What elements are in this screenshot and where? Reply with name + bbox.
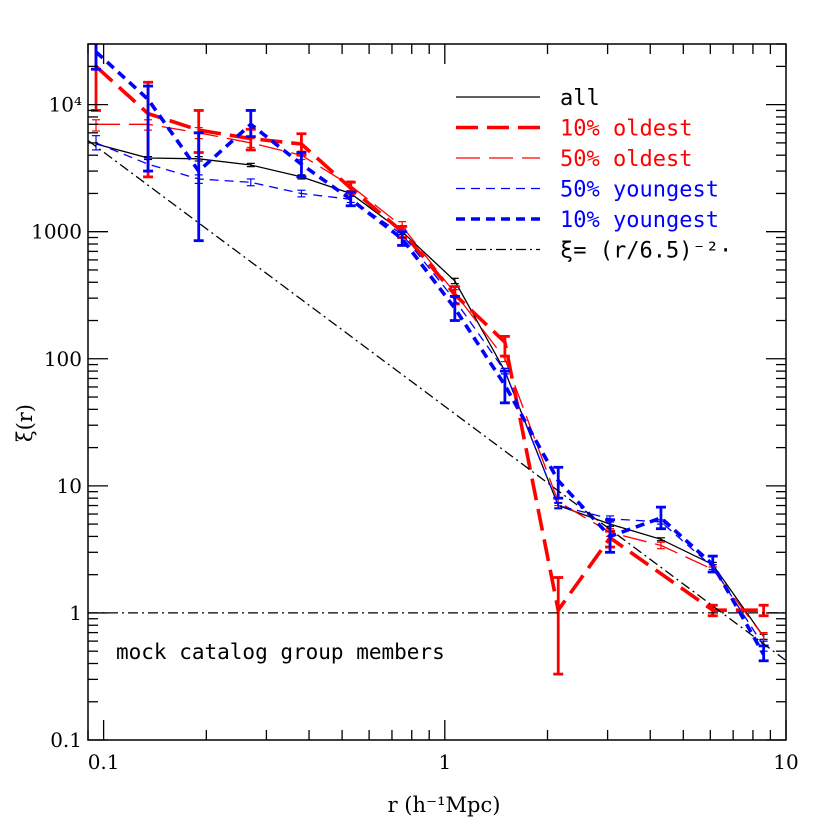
error-bar-all-0-3 bbox=[246, 162, 255, 168]
series-line-all-0 bbox=[95, 143, 765, 638]
axes: 0.1 1 10 0.1 1 10 100 1000 10⁴ bbox=[31, 43, 799, 774]
error-bar-10-oldest-1-11 bbox=[707, 603, 718, 618]
legend-label: 50% youngest bbox=[560, 178, 719, 203]
legend-label: 10% oldest bbox=[560, 117, 692, 142]
error-bar-10-oldest-1-12 bbox=[758, 603, 769, 618]
legend-item-all: all bbox=[456, 86, 600, 111]
plot-frame bbox=[87, 43, 787, 741]
legend-label: ξ= (r/6.5)⁻²· bbox=[560, 239, 732, 264]
error-bar-all-0-11 bbox=[656, 537, 665, 542]
error-bar-10-youngest-4-12 bbox=[707, 554, 718, 574]
y-tick-label: 0.1 bbox=[50, 728, 82, 752]
error-bar-10-youngest-4-9 bbox=[553, 465, 564, 500]
error-bar-50-oldest-2-0 bbox=[92, 119, 101, 132]
legend-item-r-6-5: ξ= (r/6.5)⁻²· bbox=[456, 239, 732, 264]
legend-item-10-youngest: 10% youngest bbox=[456, 208, 719, 233]
legend-label: 50% oldest bbox=[560, 147, 692, 172]
error-bar-10-youngest-4-11 bbox=[655, 505, 666, 531]
series-line-10-youngest-4 bbox=[94, 50, 766, 656]
error-bar-10-youngest-4-7 bbox=[449, 294, 460, 322]
error-bar-10-youngest-4-10 bbox=[605, 518, 616, 554]
plot-area bbox=[88, 44, 786, 676]
x-tick-label: 0.1 bbox=[88, 750, 120, 774]
legend-item-50-youngest: 50% youngest bbox=[456, 178, 719, 203]
x-tick-label: 1 bbox=[438, 750, 451, 774]
y-tick-label: 10 bbox=[57, 474, 82, 498]
legend-label: 10% youngest bbox=[560, 208, 719, 233]
y-tick-label: 1000 bbox=[31, 220, 82, 244]
error-bar-10-youngest-4-8 bbox=[499, 369, 510, 405]
error-bar-10-youngest-4-6 bbox=[397, 230, 408, 247]
error-bar-10-youngest-4-4 bbox=[296, 151, 307, 179]
error-bar-50-oldest-2-3 bbox=[246, 138, 255, 149]
error-bar-10-youngest-4-1 bbox=[143, 84, 154, 173]
error-bar-50-youngest-3-3 bbox=[246, 178, 255, 187]
error-bar-50-youngest-3-9 bbox=[554, 501, 563, 510]
error-bar-50-youngest-3-4 bbox=[297, 189, 306, 198]
error-bar-10-youngest-4-0 bbox=[91, 44, 102, 71]
series-line-50-oldest-2 bbox=[96, 123, 765, 638]
error-bar-10-youngest-4-3 bbox=[245, 109, 256, 139]
error-bar-50-oldest-2-8 bbox=[500, 355, 509, 363]
legend-item-10-oldest: 10% oldest bbox=[456, 117, 692, 142]
y-tick-label: 10⁴ bbox=[49, 93, 82, 117]
y-axis-title: ξ(r) bbox=[13, 404, 37, 442]
error-bar-10-youngest-4-5 bbox=[345, 190, 356, 208]
series-group bbox=[88, 44, 786, 676]
legend-label: all bbox=[560, 86, 600, 111]
error-bar-all-0-7 bbox=[450, 277, 459, 285]
y-tick-label: 1 bbox=[69, 601, 82, 625]
legend: all 10% oldest 50% oldest 50% youngest 10% y… bbox=[456, 86, 732, 264]
chart-annotation: mock catalog group members bbox=[116, 640, 445, 664]
legend-item-50-oldest: 50% oldest bbox=[456, 147, 692, 172]
error-bar-50-oldest-2-11 bbox=[656, 541, 665, 550]
series-line-r-6-5-5 bbox=[88, 139, 786, 662]
error-bar-10-oldest-1-9 bbox=[553, 576, 564, 676]
y-tick-label: 100 bbox=[44, 347, 82, 371]
error-bar-10-youngest-4-13 bbox=[758, 644, 769, 663]
x-axis-title: r (h⁻¹Mpc) bbox=[388, 793, 501, 817]
x-tick-label: 10 bbox=[773, 750, 798, 774]
error-bar-10-youngest-4-2 bbox=[193, 131, 204, 243]
